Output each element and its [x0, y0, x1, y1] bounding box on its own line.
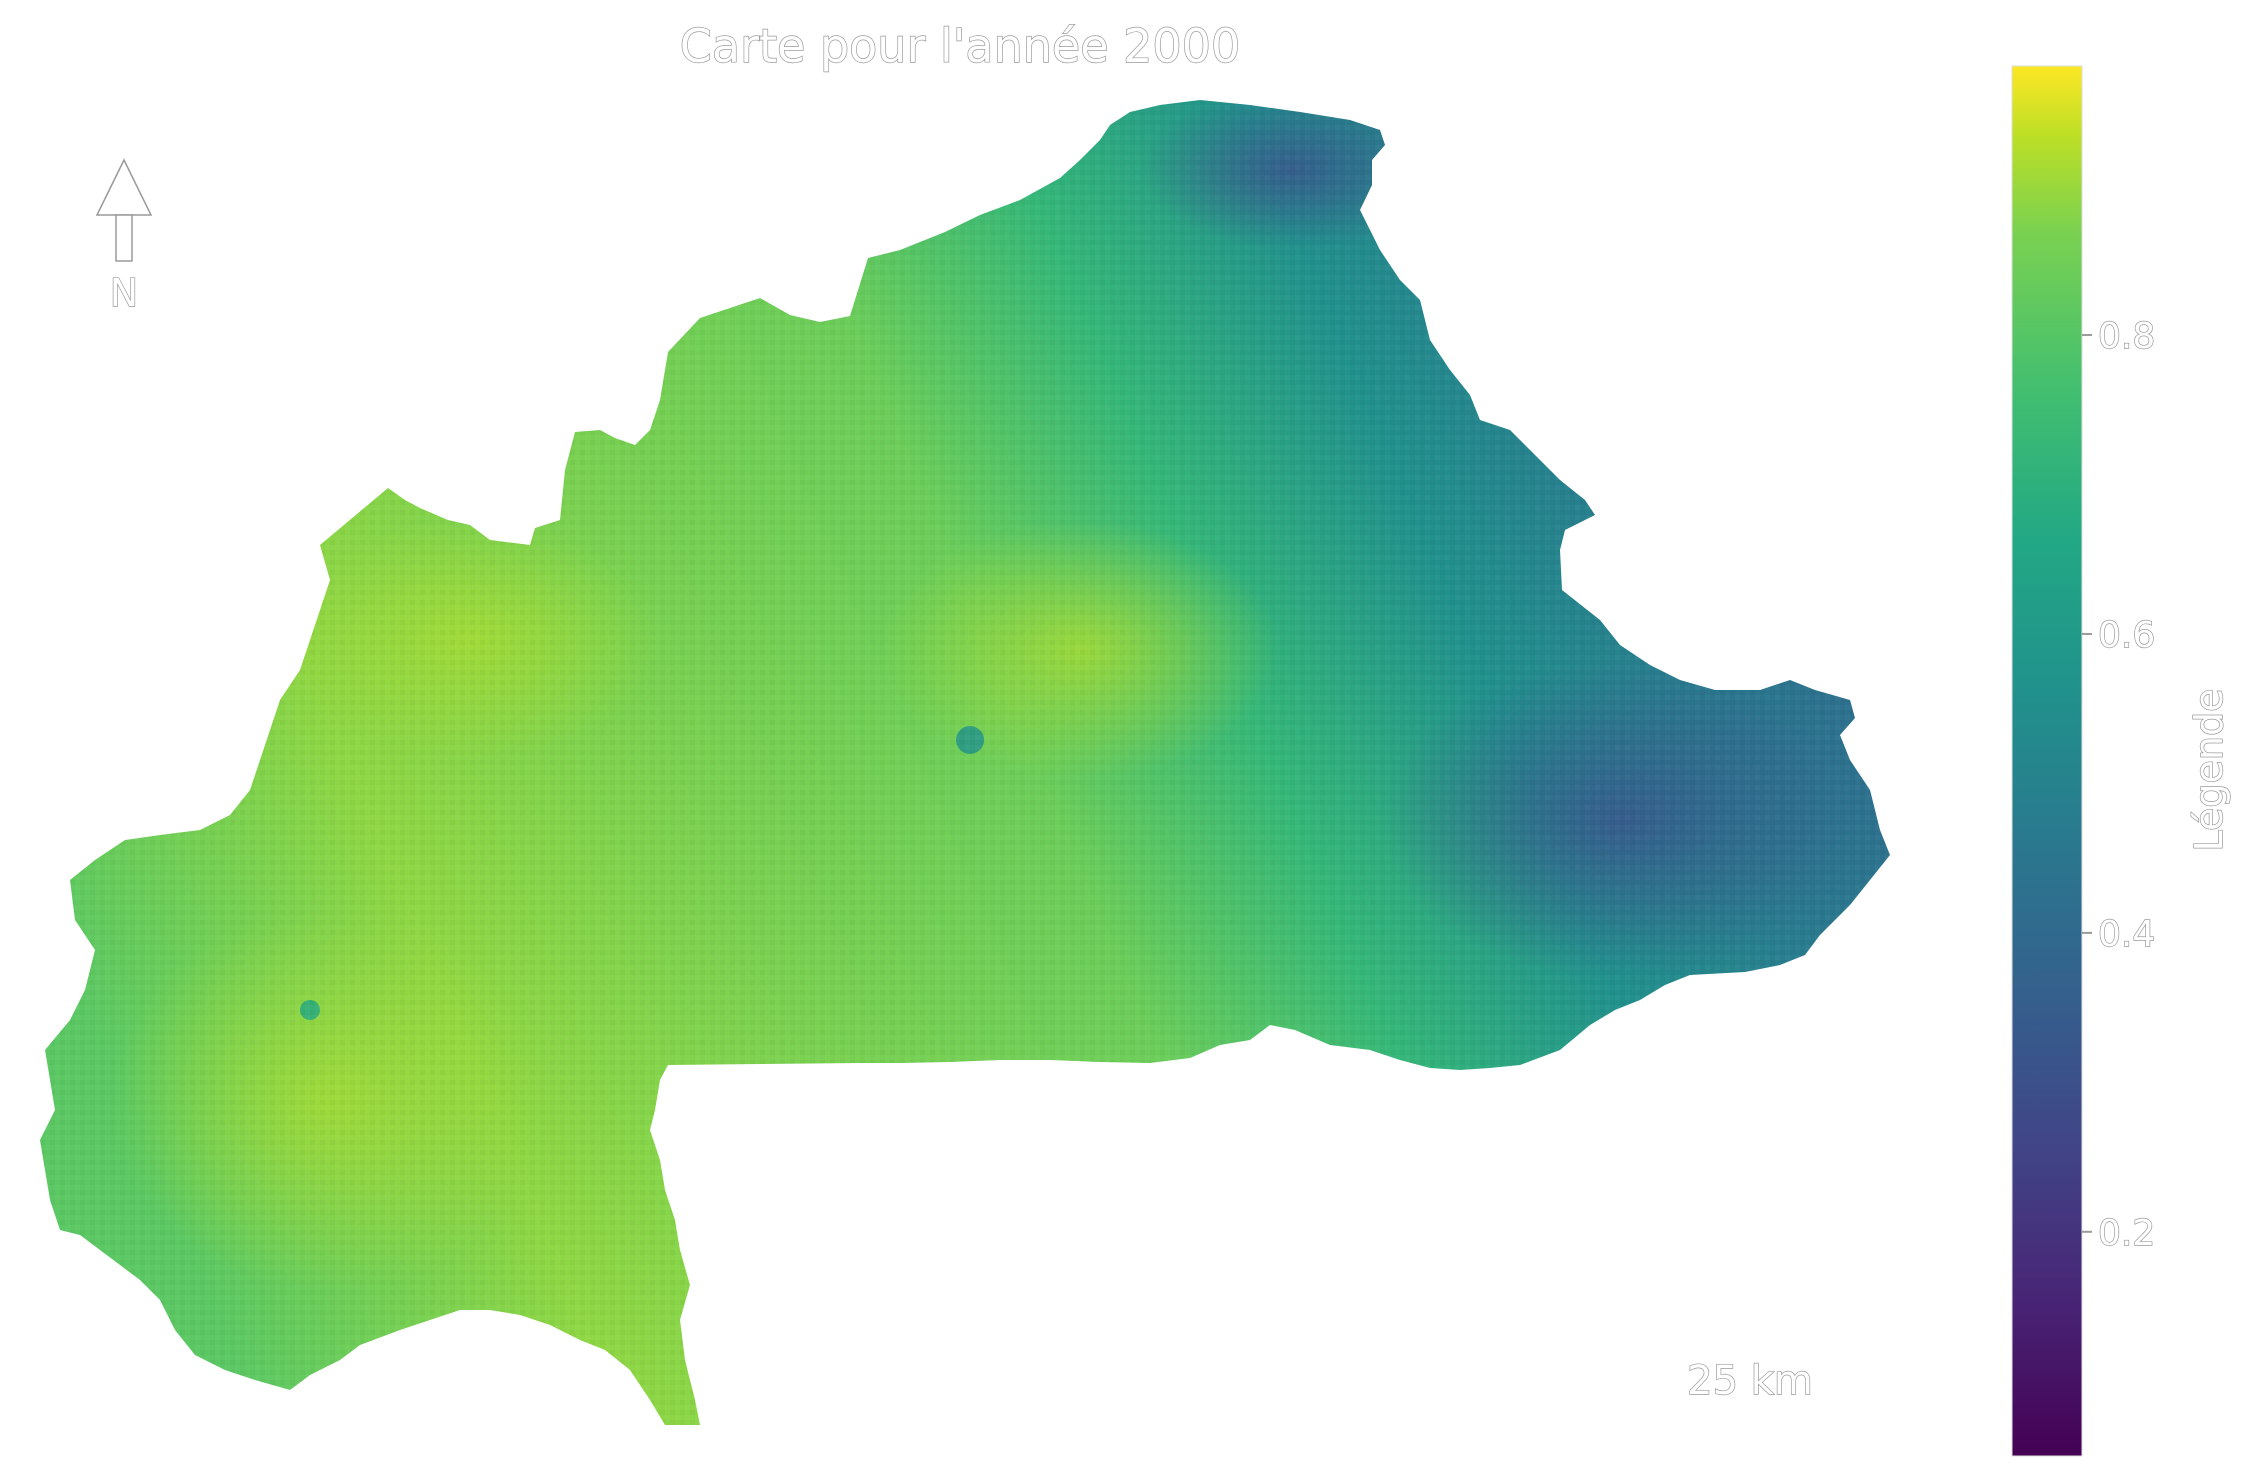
legend-tick-label: 0.6: [2098, 615, 2155, 656]
legend-tick-label: 0.8: [2098, 316, 2155, 357]
legend-title: Légende: [2187, 689, 2231, 852]
legend-ticks: 0.2 0.4 0.6 0.8: [2082, 315, 2156, 1255]
scale-bar: 25 km: [1686, 1357, 1813, 1404]
north-arrow: N: [95, 158, 153, 316]
legend-tick-label: 0.2: [2098, 1213, 2155, 1254]
scale-bar-label: 25 km: [1687, 1358, 1813, 1404]
map-title: Carte pour l'année 2000: [680, 19, 1240, 73]
legend-colorbar: [2011, 65, 2083, 1457]
north-arrow-label: N: [110, 271, 138, 315]
legend-tick-label: 0.4: [2098, 914, 2155, 955]
north-arrow-icon: [95, 158, 153, 262]
legend: 0.2 0.4 0.6 0.8 Légende: [2011, 65, 2232, 1457]
